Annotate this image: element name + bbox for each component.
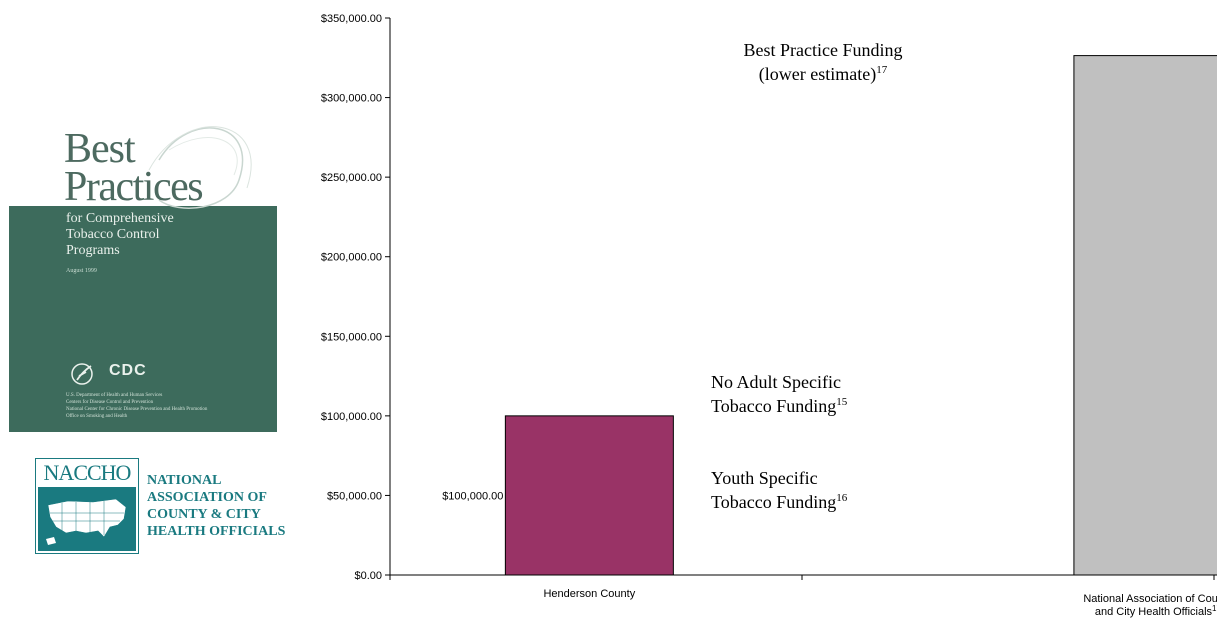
bar-0 bbox=[504, 415, 674, 576]
y-tick-label: $100,000.00 bbox=[321, 411, 382, 423]
annotation-1-line-0: No Adult Specific bbox=[711, 372, 841, 392]
naccho-name-line-4: HEALTH OFFICIALS bbox=[147, 524, 286, 539]
annotation-superscript: 16 bbox=[836, 492, 848, 504]
y-tick-label: $200,000.00 bbox=[321, 252, 382, 264]
naccho-name-line-1: NATIONAL bbox=[147, 473, 222, 488]
category-labels: Henderson County National Association of … bbox=[543, 588, 1217, 618]
y-tick-label: $250,000.00 bbox=[321, 172, 382, 184]
annotation-2-line-1: Tobacco Funding16 bbox=[711, 492, 848, 512]
category-superscript: 17 bbox=[1212, 604, 1217, 613]
cover-fine-print-3: National Center for Chronic Disease Prev… bbox=[66, 407, 208, 412]
naccho-acronym: NACCHO bbox=[43, 460, 132, 485]
annotations: Best Practice Funding (lower estimate)17 N… bbox=[711, 40, 902, 512]
naccho-logo-box: NACCHO bbox=[35, 458, 139, 554]
cover-top-panel bbox=[9, 10, 277, 206]
category-label-1-line-0: National Association of County bbox=[1083, 593, 1217, 605]
annotation-1-line-1: Tobacco Funding15 bbox=[711, 396, 848, 416]
annotation-0-line-1: (lower estimate)17 bbox=[759, 64, 888, 85]
cover-green-panel bbox=[9, 206, 277, 432]
naccho-map-panel bbox=[38, 487, 136, 551]
annotation-superscript: 17 bbox=[876, 64, 888, 76]
best-practices-cover: Best Practices for Comprehensive Tobacco… bbox=[9, 10, 277, 432]
y-tick-label: $150,000.00 bbox=[321, 331, 382, 343]
cover-subtitle-line-3: Programs bbox=[66, 243, 120, 258]
y-tick-label: $350,000.00 bbox=[321, 13, 382, 25]
cover-swirl-graphic bbox=[148, 126, 252, 209]
annotation-0-line-0: Best Practice Funding bbox=[744, 40, 903, 60]
cover-title-best: Best bbox=[64, 126, 136, 172]
cover-cdc-label: CDC bbox=[109, 362, 147, 379]
annotation-superscript: 15 bbox=[836, 396, 848, 408]
naccho-logo: NACCHO NATIONAL ASSOCIATION OF COUNTY & … bbox=[35, 458, 295, 554]
cover-subtitle-line-1: for Comprehensive bbox=[66, 211, 174, 226]
annotation-2-line-0: Youth Specific bbox=[711, 468, 818, 488]
cover-fine-print-2: Centers for Disease Control and Preventi… bbox=[66, 400, 154, 405]
data-label-0: $100,000.00 bbox=[442, 490, 503, 502]
cover-fine-print-1: U.S. Department of Health and Human Serv… bbox=[66, 393, 163, 398]
cover-date: August 1999 bbox=[66, 268, 97, 274]
data-labels: $100,000.00$326,373.18 bbox=[442, 490, 503, 502]
category-label-1-line-1: and City Health Officials17 bbox=[1095, 604, 1217, 618]
y-tick-label: $300,000.00 bbox=[321, 93, 382, 105]
y-tick-label: $50,000.00 bbox=[327, 490, 382, 502]
y-axis-ticks: $0.00 $50,000.00 $100,000.00 $150,000.00 $20… bbox=[321, 13, 390, 582]
us-map-icon bbox=[46, 498, 127, 545]
naccho-name-line-2: ASSOCIATION OF bbox=[147, 490, 267, 505]
hhs-eagle-icon bbox=[71, 363, 93, 385]
cover-title-practices: Practices bbox=[64, 164, 204, 210]
y-tick-label: $0.00 bbox=[354, 570, 382, 582]
chart-bars bbox=[504, 55, 1217, 576]
category-label-0: Henderson County bbox=[543, 588, 635, 600]
cover-subtitle-line-2: Tobacco Control bbox=[66, 227, 160, 242]
cover-fine-print-4: Office on Smoking and Health bbox=[66, 414, 128, 419]
bar-1 bbox=[1073, 55, 1217, 576]
naccho-name-line-3: COUNTY & CITY bbox=[147, 507, 261, 522]
